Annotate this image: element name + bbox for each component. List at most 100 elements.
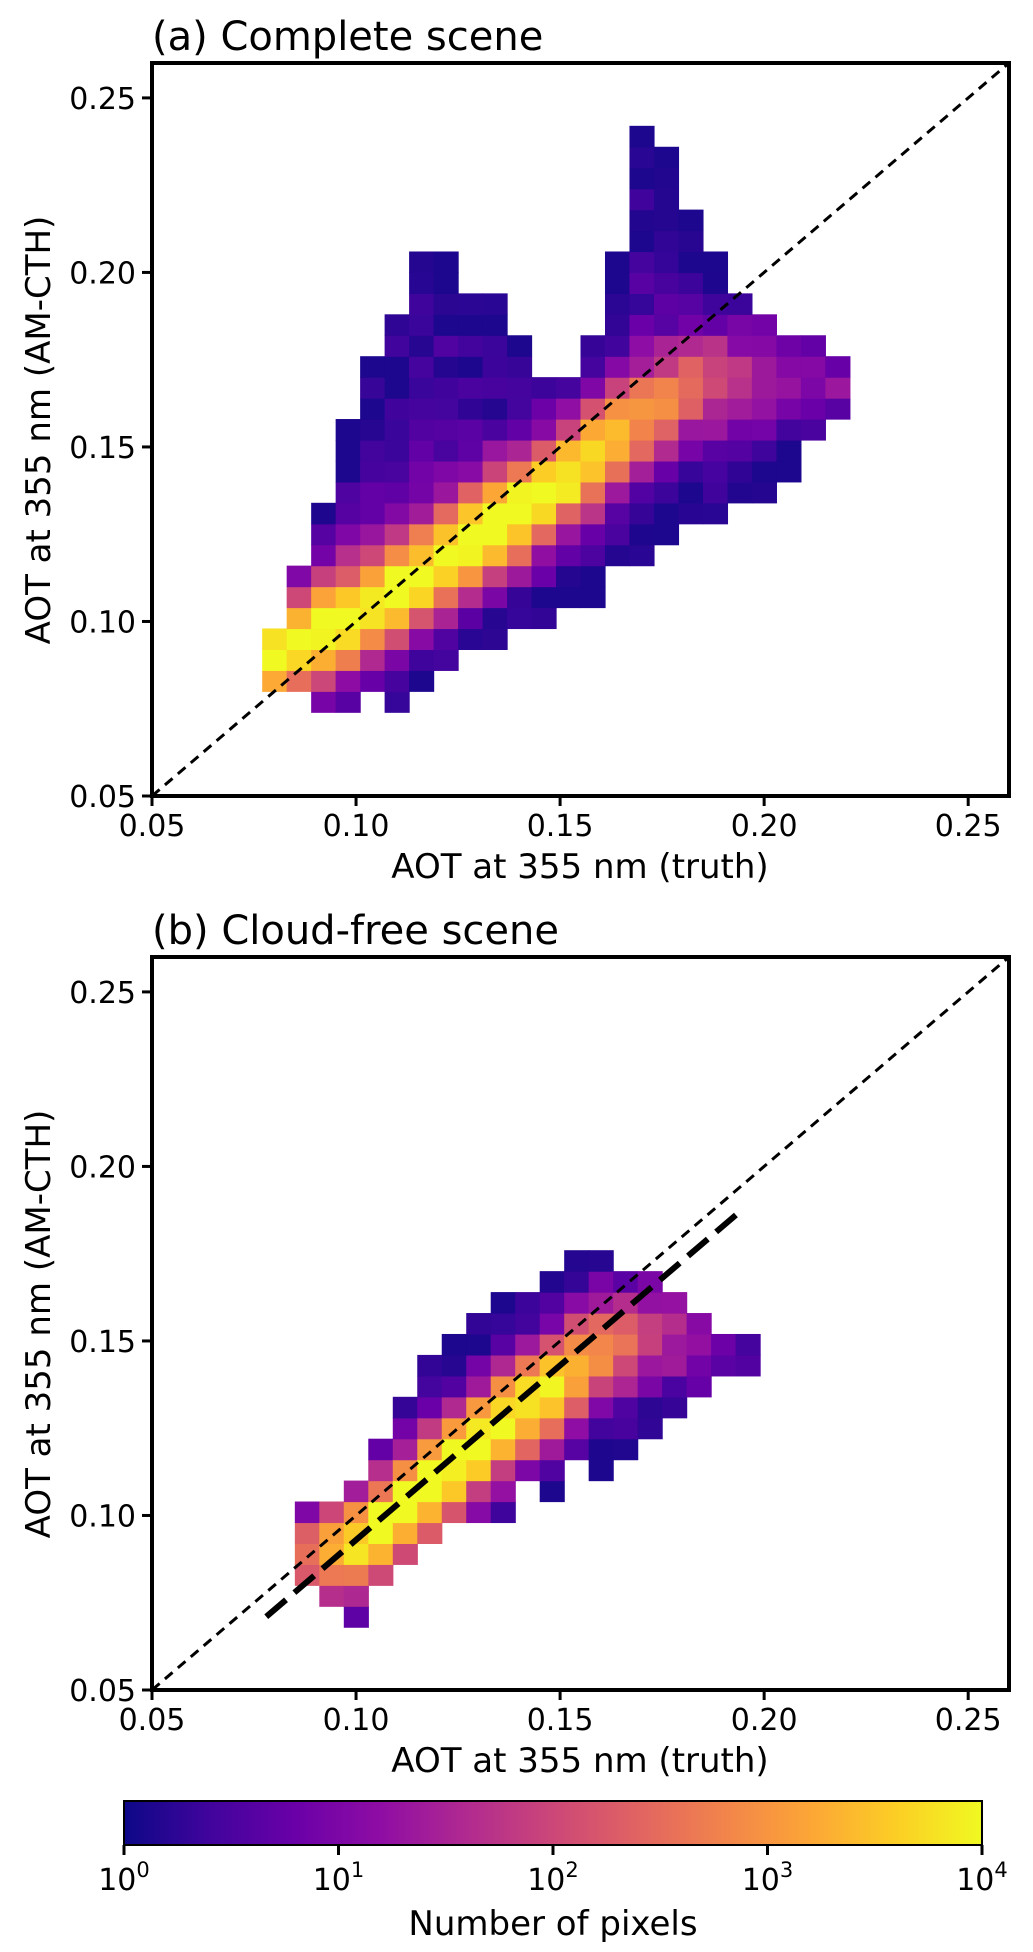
heatmap-cell [662,1354,688,1377]
heatmap-cell [360,419,386,441]
heatmap-cell [441,1375,467,1398]
heatmap-cell [384,439,410,462]
heatmap-cell [629,398,655,420]
heatmap-cell [751,377,777,399]
heatmap-cell [678,439,704,462]
heatmap-cell [629,125,655,148]
panel-b-ticks: 0.05 0.10 0.15 0.20 0.25 0.05 0.10 0.15 0.20 0.25 [69,976,1001,1738]
heatmap-cell [482,544,508,567]
heatmap-cell [588,1438,614,1461]
heatmap-cell [311,523,337,546]
heatmap-cell [751,460,777,483]
heatmap-cell [441,1480,467,1503]
heatmap-cell [531,607,557,630]
heatmap-cell [727,356,753,378]
heatmap-cell [482,335,508,357]
heatmap-cell [580,377,606,399]
heatmap-cell [531,586,557,609]
heatmap-cell [319,1543,345,1565]
y-tick-label: 0.05 [69,780,136,815]
heatmap-cell [629,146,655,169]
heatmap-cell [539,1271,565,1293]
heatmap-cell [662,1313,688,1335]
heatmap-cell [653,398,680,420]
heatmap-cell [686,1354,712,1377]
heatmap-cell [604,272,631,294]
heatmap-cell [392,1480,418,1503]
heatmap-cell [531,398,557,420]
heatmap-cell [556,398,582,420]
heatmap-cell [409,293,435,315]
heatmap-cell [433,586,459,609]
heatmap-cell [441,1354,467,1377]
heatmap-cell [629,230,655,253]
heatmap-cell [335,544,361,567]
heatmap-cell [556,565,582,588]
heatmap-cell [629,335,655,357]
heatmap-cell [776,398,802,420]
heatmap-cell [678,209,704,232]
heatmap-cell [392,1438,418,1461]
heatmap-cell [482,481,508,504]
heatmap-cell [335,460,361,483]
heatmap-cell [262,649,288,671]
heatmap-cell [384,628,410,650]
heatmap-cell [637,1396,663,1419]
heatmap-cell [604,460,631,483]
heatmap-cell [653,460,680,483]
y-tick-label: 0.05 [69,1674,136,1709]
heatmap-cell [588,1292,614,1314]
heatmap-cell [466,1459,492,1482]
heatmap-cell [466,1501,492,1524]
heatmap-cell [384,670,410,692]
heatmap-cell [539,1438,565,1461]
heatmap-cell [458,544,484,567]
heatmap-cell [384,544,410,567]
heatmap-cell [702,335,729,357]
heatmap-cell [825,377,851,399]
heatmap-cell [441,1438,467,1461]
heatmap-cell [776,460,802,483]
panel-b-ylabel: AOT at 355 nm (AM-CTH) [19,1110,59,1539]
heatmap-cell [482,419,508,441]
heatmap-cell [613,1375,639,1398]
heatmap-cell [384,356,410,378]
x-tick-label: 0.25 [935,809,1002,844]
heatmap-cell [458,565,484,588]
heatmap-cell [678,398,704,420]
heatmap-cell [458,377,484,399]
x-tick-label: 0.10 [323,1703,390,1738]
heatmap-cell [604,335,631,357]
heatmap-cell [604,356,631,378]
heatmap-cell [564,1375,590,1398]
heatmap-cell [604,523,631,546]
y-tick-label: 0.15 [69,431,136,466]
heatmap-cell [531,419,557,441]
panel-b-heatmap-cells [294,1250,761,1628]
heatmap-cell [482,377,508,399]
heatmap-cell [588,1396,614,1419]
heatmap-cell [466,1313,492,1335]
heatmap-cell [556,523,582,546]
x-tick-label: 0.05 [119,809,186,844]
heatmap-cell [262,628,288,650]
heatmap-cell [466,1396,492,1419]
heatmap-cell [531,377,557,399]
heatmap-cell [751,481,777,504]
heatmap-cell [653,251,680,274]
heatmap-cell [458,293,484,315]
heatmap-cell [751,439,777,462]
heatmap-cell [564,1396,590,1419]
heatmap-cell [515,1459,541,1482]
heatmap-cell [800,356,826,378]
heatmap-cell [409,586,435,609]
heatmap-cell [539,1459,565,1482]
heatmap-cell [392,1459,418,1482]
heatmap-cell [466,1333,492,1356]
heatmap-cell [384,691,410,713]
heatmap-cell [343,1564,369,1586]
heatmap-cell [580,356,606,378]
heatmap-cell [335,586,361,609]
heatmap-cell [409,356,435,378]
heatmap-cell [507,586,533,609]
